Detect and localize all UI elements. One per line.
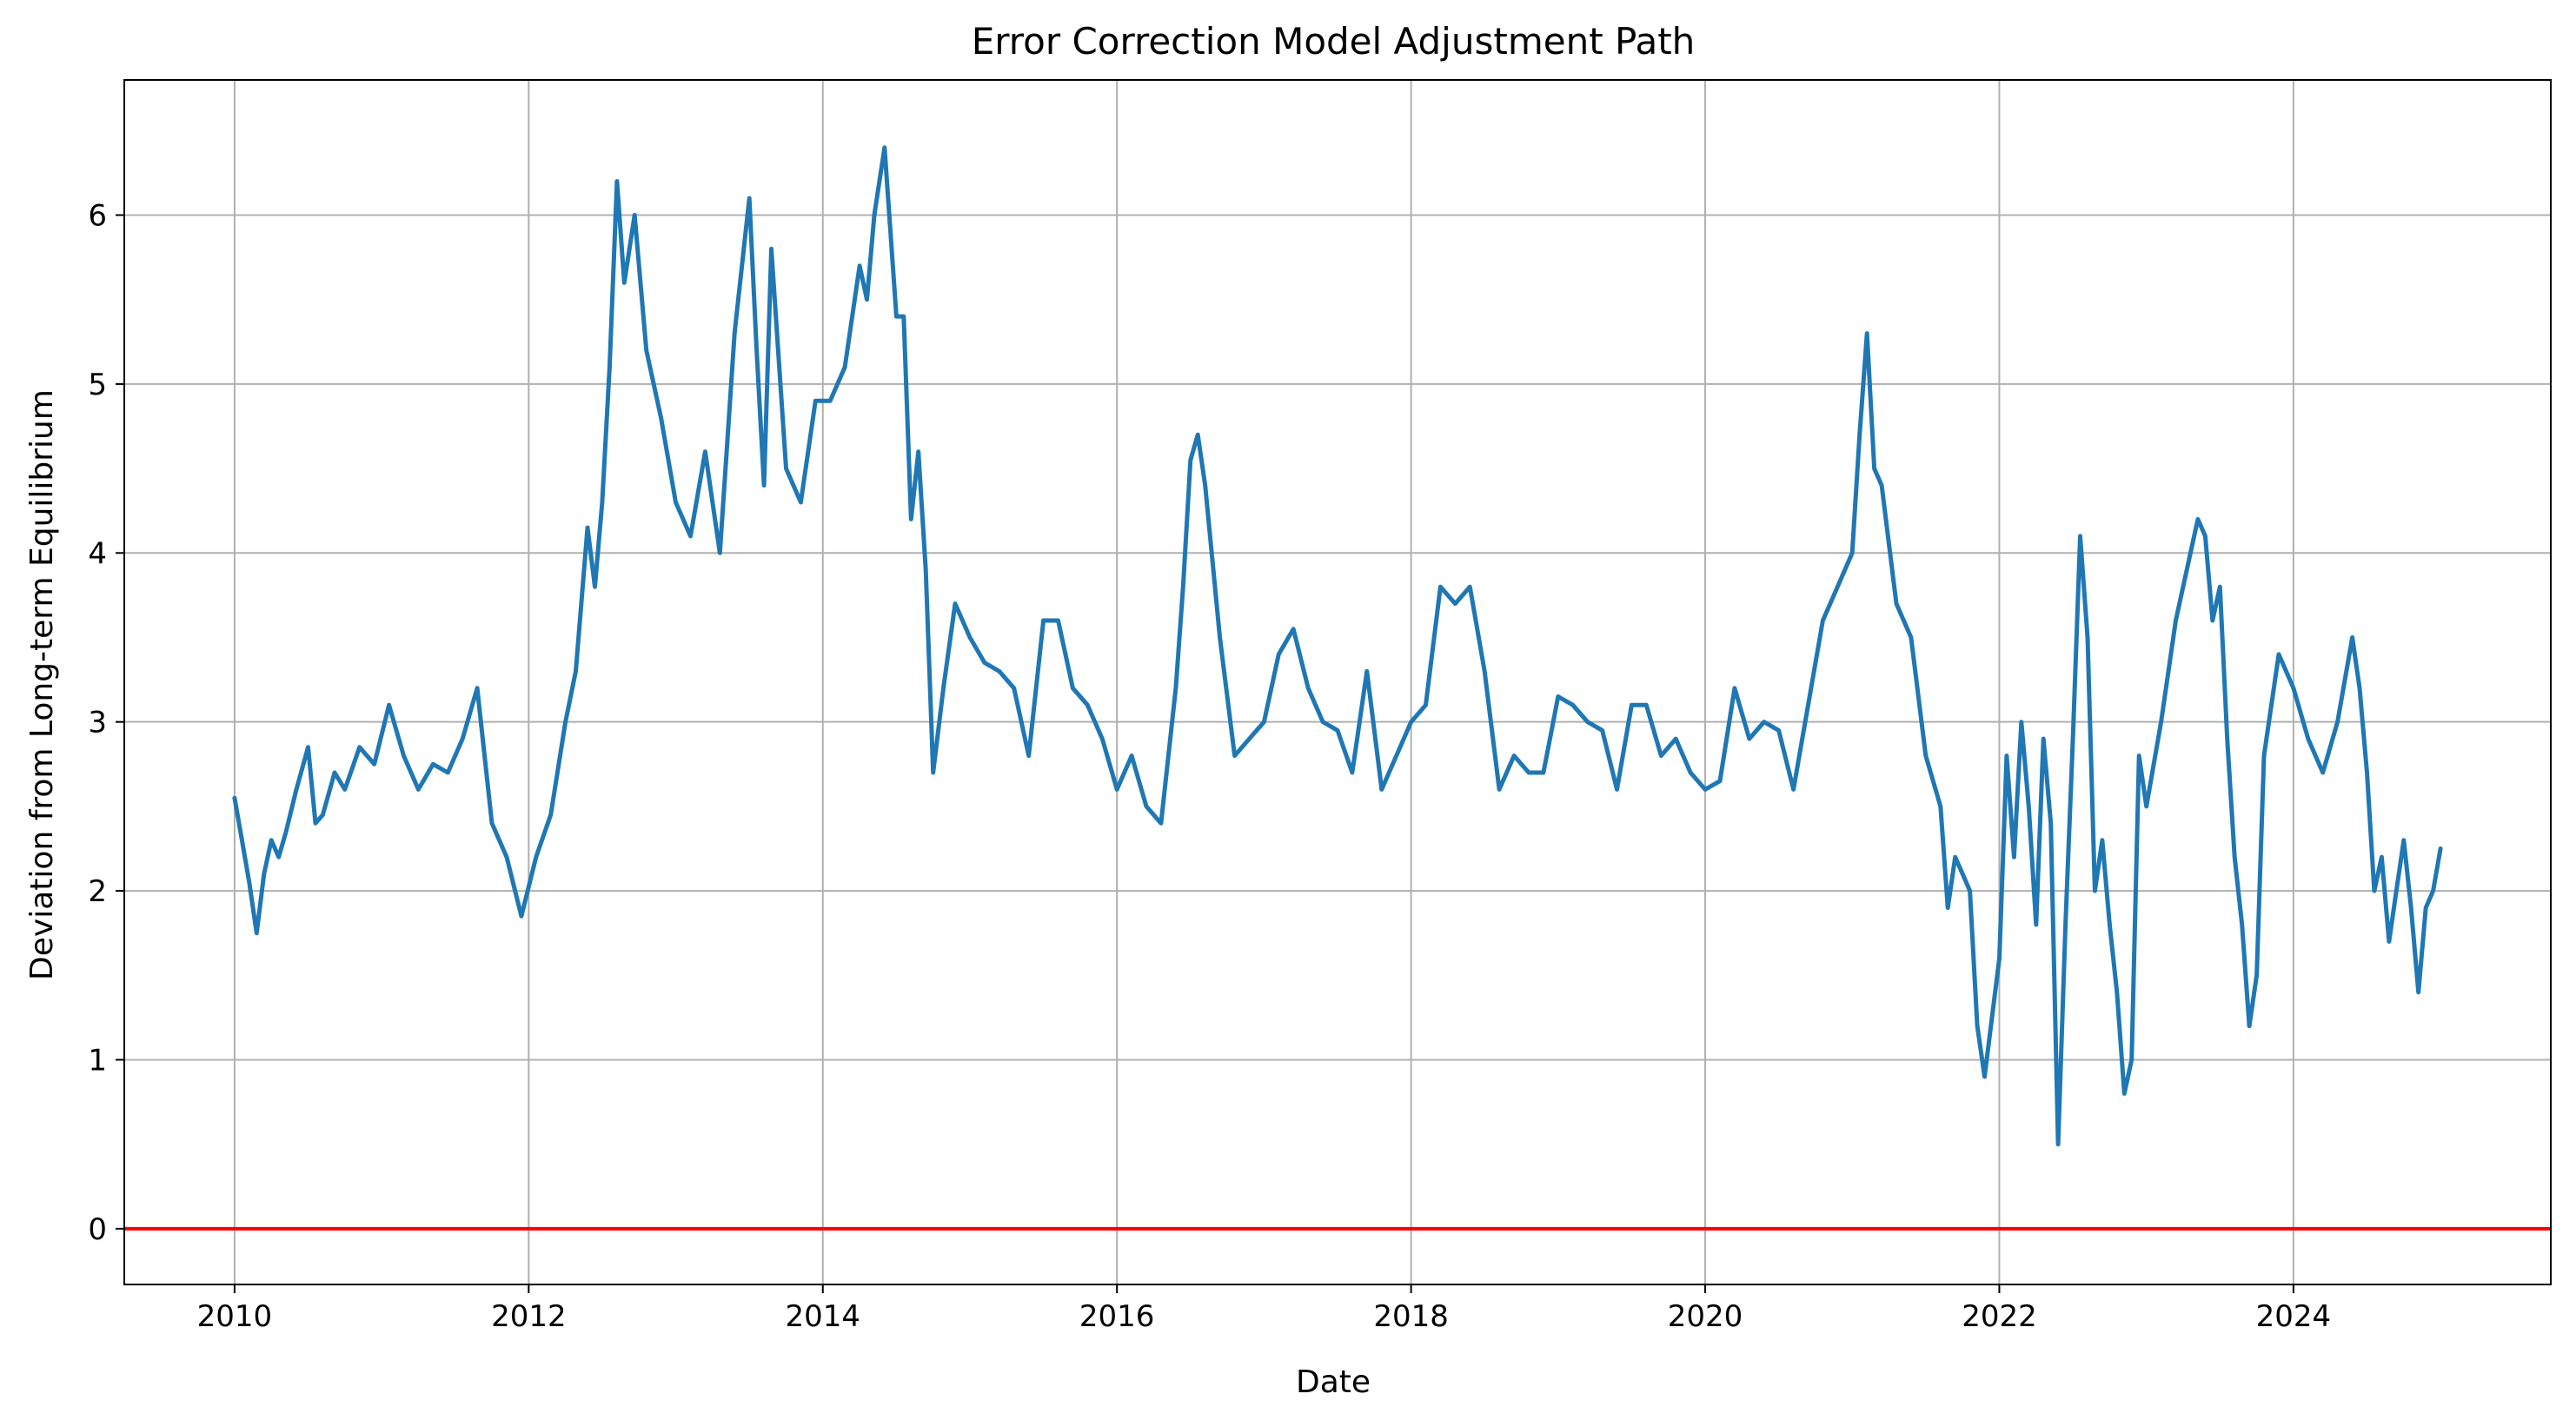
deviation-series-line: [232, 145, 2443, 1147]
x-tick-label: 2020: [1668, 1299, 1743, 1334]
x-tick-label: 2022: [1962, 1299, 2037, 1334]
x-axis-ticks: 2010 2012 2014 2016 2018 2020 2022 2024: [197, 1284, 2332, 1334]
x-tick-label: 2018: [1373, 1299, 1449, 1334]
y-tick-label: 1: [88, 1043, 107, 1078]
y-tick-label: 2: [88, 874, 107, 909]
x-tick-label: 2024: [2256, 1299, 2332, 1334]
y-tick-label: 4: [88, 536, 107, 571]
y-axis-label: Deviation from Long-term Equilibrium: [24, 389, 60, 980]
axes-frame: [123, 79, 2552, 1285]
y-tick-label: 5: [88, 368, 107, 402]
x-tick-label: 2012: [491, 1299, 567, 1334]
y-axis-ticks: 0 1 2 3 4 5 6: [88, 199, 124, 1247]
x-tick-label: 2016: [1079, 1299, 1155, 1334]
y-tick-label: 0: [88, 1212, 107, 1247]
series-layer: [232, 145, 2443, 1147]
x-axis-label: Date: [1296, 1364, 1371, 1400]
y-tick-label: 6: [88, 199, 107, 234]
x-tick-label: 2014: [785, 1299, 860, 1334]
y-tick-label: 3: [88, 706, 107, 740]
chart-title: Error Correction Model Adjustment Path: [972, 20, 1696, 63]
x-tick-label: 2010: [197, 1299, 273, 1334]
